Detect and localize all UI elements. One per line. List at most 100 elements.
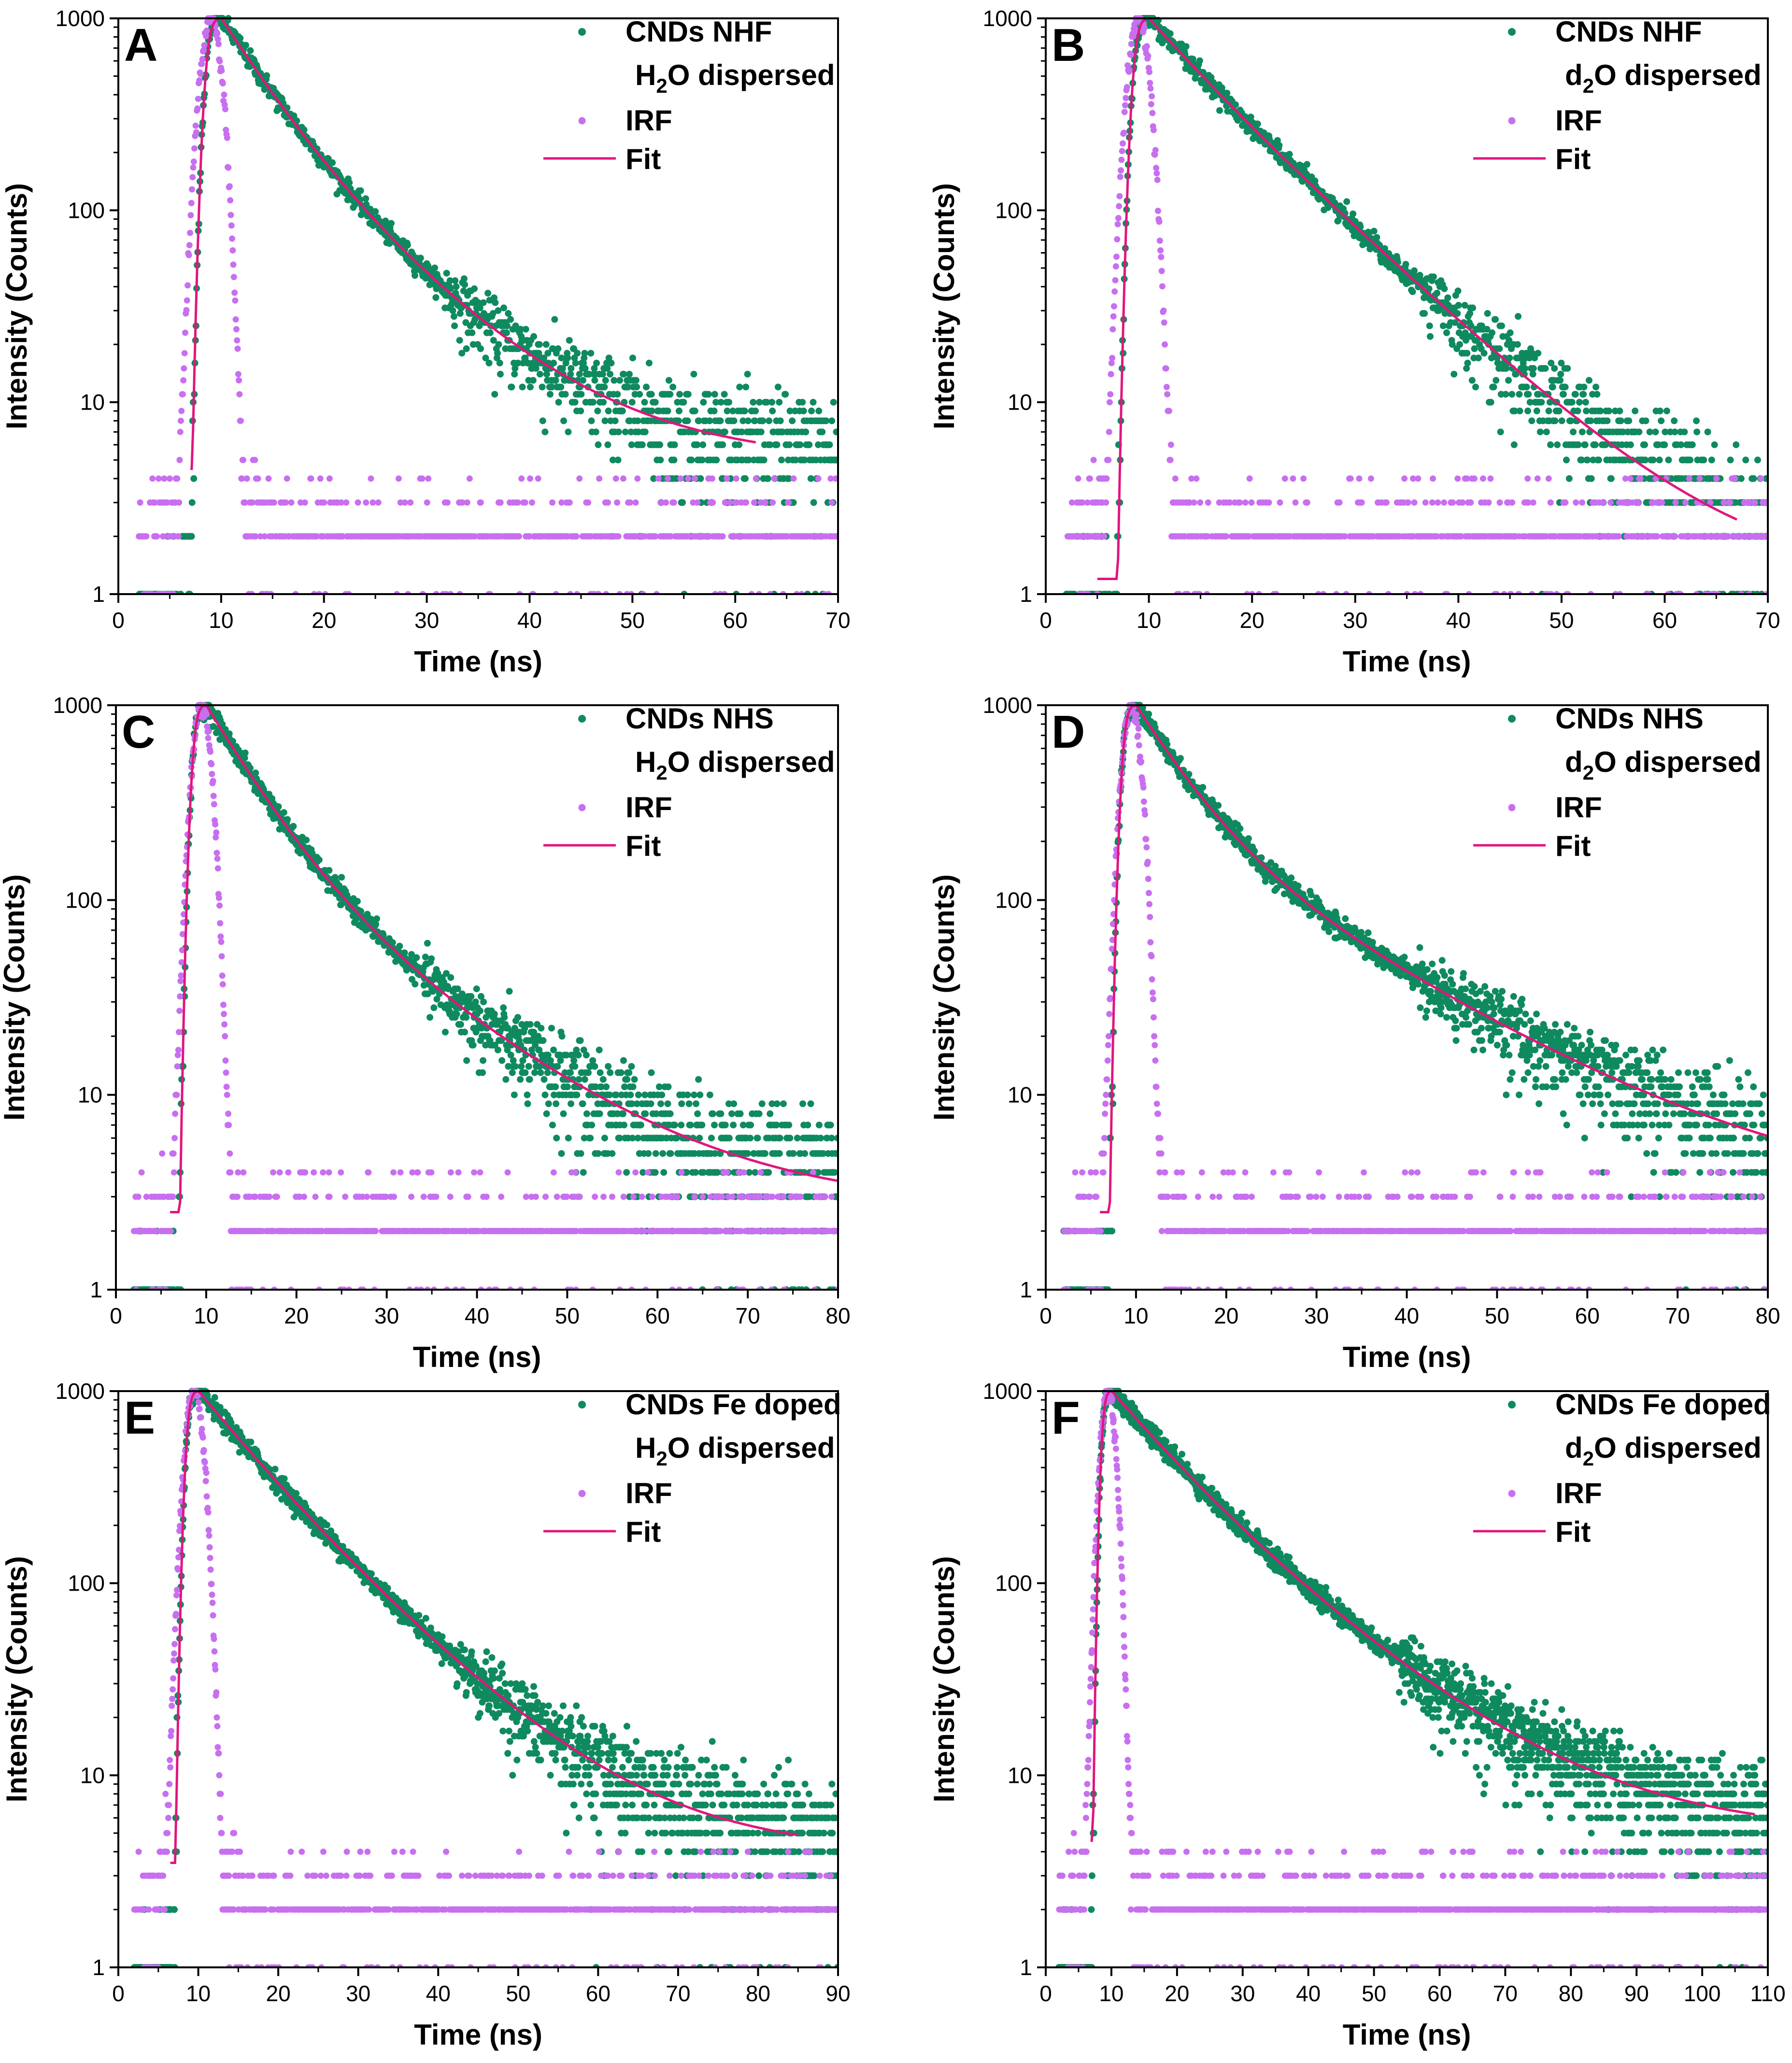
sample-point — [1579, 428, 1586, 436]
sample-point — [568, 365, 575, 372]
irf-point — [733, 475, 740, 482]
irf-point — [497, 499, 504, 506]
sample-point — [502, 1076, 510, 1083]
sample-point — [1303, 161, 1310, 168]
irf-point — [1401, 475, 1408, 482]
sample-point — [604, 365, 611, 372]
sample-point — [1557, 377, 1564, 384]
plot-area — [136, 15, 838, 594]
irf-point — [181, 365, 187, 372]
legend-irf-label: IRF — [626, 104, 672, 137]
x-tick-label: 30 — [1343, 608, 1367, 633]
sample-point — [551, 1091, 557, 1098]
sample-point — [1508, 391, 1516, 398]
legend-subscript: 2 — [1583, 74, 1594, 97]
sample-point — [636, 391, 643, 398]
sample-point — [1671, 417, 1678, 425]
irf-point — [227, 197, 234, 204]
sample-point — [540, 355, 547, 362]
sample-point — [550, 359, 557, 367]
sample-point — [498, 1057, 506, 1064]
sample-point — [1471, 345, 1478, 352]
sample-point — [522, 326, 529, 333]
sample-point — [574, 350, 581, 357]
irf-point — [1108, 360, 1115, 367]
sample-point — [1678, 441, 1685, 448]
sample-point — [503, 329, 510, 336]
irf-point — [605, 499, 611, 506]
sample-point — [1627, 441, 1634, 448]
sample-point — [736, 441, 743, 448]
sample-point — [326, 867, 333, 874]
sample-point — [510, 1057, 517, 1064]
sample-point — [1464, 359, 1471, 367]
irf-point — [192, 122, 199, 129]
sample-point — [544, 350, 552, 357]
irf-point — [196, 77, 203, 84]
sample-point — [1232, 101, 1239, 108]
sample-point — [417, 255, 424, 262]
irf-point — [161, 475, 168, 482]
sample-point — [1711, 441, 1718, 448]
irf-point — [726, 499, 733, 506]
sample-point — [511, 1091, 518, 1098]
irf-point — [1123, 95, 1129, 101]
sample-point — [1454, 310, 1461, 317]
irf-point — [1686, 475, 1692, 482]
sample-point — [595, 1150, 602, 1157]
sample-point — [1467, 322, 1475, 329]
irf-point — [219, 80, 226, 86]
irf-point — [790, 475, 797, 482]
irf-point — [301, 499, 308, 506]
sample-point — [1671, 428, 1678, 436]
sample-point — [1572, 391, 1579, 398]
x-tick-label: 50 — [1549, 608, 1574, 633]
sample-point — [1484, 310, 1491, 317]
sample-point — [616, 1135, 623, 1142]
sample-point — [1454, 287, 1462, 295]
sample-point — [796, 441, 804, 448]
sample-point — [711, 391, 718, 398]
sample-point — [620, 370, 627, 378]
sample-point — [447, 285, 454, 292]
sample-point — [1662, 428, 1669, 436]
sample-point — [619, 1110, 626, 1117]
irf-point — [164, 499, 171, 506]
irf-point — [181, 350, 188, 356]
sample-point — [1182, 43, 1190, 50]
sample-point — [721, 391, 728, 398]
sample-point — [612, 1091, 620, 1098]
irf-point — [670, 499, 677, 506]
sample-point — [1737, 475, 1745, 482]
sample-point — [1497, 428, 1504, 436]
irf-point — [419, 475, 426, 482]
irf-point — [1153, 170, 1160, 177]
irf-point — [1336, 499, 1343, 506]
sample-point — [609, 456, 616, 464]
x-tick-label: 60 — [723, 608, 748, 633]
irf-point — [375, 499, 382, 506]
sample-point — [428, 955, 435, 962]
irf-point — [1167, 456, 1174, 463]
sample-point — [620, 1057, 627, 1064]
sample-point — [1551, 417, 1559, 425]
irf-point — [1106, 428, 1112, 435]
sample-point — [612, 417, 619, 425]
sample-point — [575, 1052, 582, 1059]
sample-point — [583, 1052, 590, 1059]
sample-point — [1208, 74, 1215, 81]
sample-point — [458, 350, 466, 357]
sample-point — [427, 1014, 433, 1021]
sample-point — [1503, 365, 1510, 372]
irf-point — [1411, 499, 1418, 506]
sample-point — [1641, 441, 1648, 448]
sample-point — [1468, 377, 1476, 384]
sample-point — [463, 1014, 470, 1021]
irf-point — [197, 71, 204, 77]
sample-point — [588, 1122, 596, 1129]
irf-point — [368, 475, 374, 482]
sample-point — [543, 1110, 550, 1117]
sample-point — [604, 441, 612, 448]
sample-point — [756, 398, 763, 406]
